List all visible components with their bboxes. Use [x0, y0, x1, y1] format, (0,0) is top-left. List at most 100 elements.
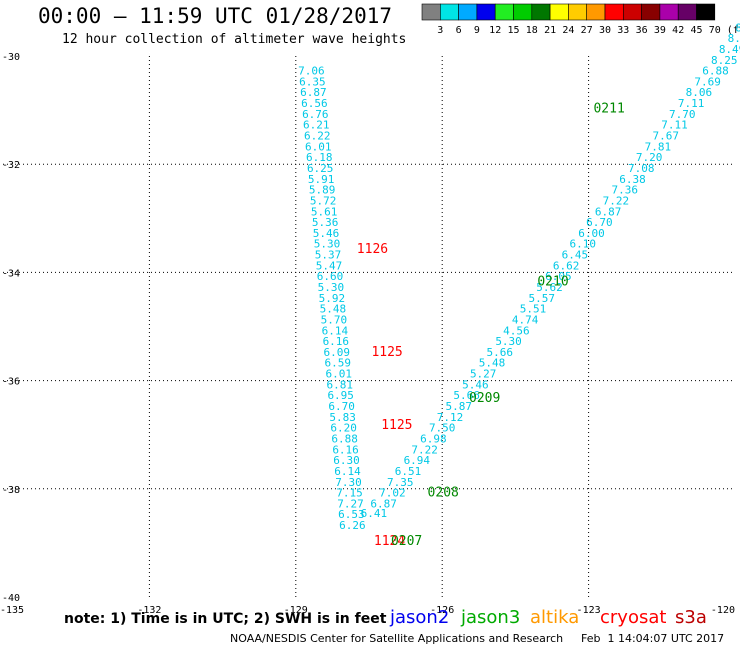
wave-height-label: 5.36	[312, 216, 339, 229]
y-tick-label: -32	[2, 160, 20, 171]
wave-height-label: 6.16	[323, 335, 350, 348]
wave-height-label: 6.35	[299, 75, 326, 88]
wave-height-label: 6.45	[562, 249, 589, 262]
wave-height-label: 7.81	[645, 140, 672, 153]
time-label: 0209	[469, 391, 500, 406]
legend-altika: altika	[530, 607, 580, 628]
y-tick-label: -38	[2, 485, 20, 496]
colorbar-tick-label: 27	[581, 25, 593, 36]
wave-height-label: 5.51	[520, 303, 547, 316]
colorbar-tick-label: 12	[489, 25, 501, 36]
wave-height-label: 6.95	[327, 389, 354, 402]
wave-height-label: 7.08	[628, 162, 655, 175]
legend-s3a: s3a	[675, 607, 707, 628]
wave-height-label: 5.48	[479, 357, 506, 370]
wave-height-label: 7.30	[335, 476, 362, 489]
wave-height-label: 7.36	[611, 184, 638, 197]
colorbar-tick-label: 6	[456, 25, 462, 36]
wave-height-label: 6.70	[328, 400, 355, 413]
wave-height-label: 8.06	[686, 86, 713, 99]
wave-height-label: 6.53	[338, 508, 365, 521]
wave-height-label: 5.62	[536, 281, 563, 294]
wave-height-label: 5.46	[313, 227, 340, 240]
wave-height-label: 6.88	[331, 432, 358, 445]
wave-height-label: 6.01	[325, 368, 352, 381]
colorbar-tick-label: 70	[709, 25, 721, 36]
wave-height-label: 6.05	[545, 270, 572, 283]
chart-subtitle: 12 hour collection of altimeter wave hei…	[62, 32, 407, 47]
wave-height-label: 6.16	[332, 443, 359, 456]
wave-height-label: 7.02	[379, 487, 406, 500]
wave-height-label: 6.56	[301, 97, 328, 110]
wave-height-label: 6.14	[322, 324, 349, 337]
time-label: 1126	[357, 242, 388, 257]
time-label: 0210	[537, 275, 568, 290]
wave-height-label: 7.67	[652, 130, 679, 143]
colorbar-unit-label: (ft)	[727, 25, 740, 36]
wave-height-label: 8.25	[711, 54, 738, 67]
colorbar-tick-label: 18	[526, 25, 538, 36]
chart-title: 00:00 – 11:59 UTC 01/28/2017	[38, 4, 393, 28]
wave-height-label: 5.70	[321, 313, 348, 326]
colorbar-tick-label: 9	[474, 25, 480, 36]
x-tick-label: -132	[137, 605, 161, 616]
wave-height-label: 5.37	[315, 249, 342, 262]
wave-height-label: 7.12	[437, 411, 464, 424]
wave-height-label: 7.22	[411, 443, 438, 456]
time-label: 1125	[371, 345, 402, 360]
y-tick-label: -40	[2, 593, 20, 604]
time-label: 0211	[593, 101, 624, 116]
time-label: 0208	[428, 486, 459, 501]
wave-height-label: 6.62	[553, 259, 580, 272]
colorbar-tick-label: 3	[437, 25, 443, 36]
colorbar-tick-label: 30	[599, 25, 611, 36]
wave-height-label: 6.51	[395, 465, 422, 478]
time-label: 1124	[374, 534, 405, 549]
wave-height-label: 5.66	[453, 389, 480, 402]
colorbar-tick-label: 42	[672, 25, 684, 36]
y-tick-label: -30	[2, 52, 20, 63]
wave-height-label: 6.59	[325, 357, 352, 370]
colorbar-tick-label: 45	[690, 25, 702, 36]
wave-height-label: 6.81	[326, 378, 353, 391]
wave-height-label: 5.46	[462, 378, 489, 391]
wave-height-label: 8.21	[728, 32, 740, 45]
wave-height-label: 5.30	[318, 281, 345, 294]
wave-height-label: 5.47	[316, 259, 343, 272]
time-label: 1125	[381, 418, 412, 433]
wave-height-label: 6.14	[334, 465, 361, 478]
wave-height-label: 8.49	[719, 43, 740, 56]
wave-height-label: 5.30	[314, 238, 341, 251]
wave-height-label: 6.98	[420, 432, 447, 445]
wave-height-label: 5.91	[308, 173, 335, 186]
colorbar-swatch	[696, 3, 716, 21]
wave-height-label: 4.74	[512, 313, 539, 326]
wave-height-label: 5.48	[320, 303, 347, 316]
wave-height-label: 5.27	[470, 368, 497, 381]
wave-height-label: 5.83	[329, 411, 356, 424]
wave-height-label: 7.70	[669, 108, 696, 121]
wave-height-label: 7.06	[298, 65, 325, 78]
footer-timestamp: Feb 1 14:04:07 UTC 2017	[581, 632, 725, 645]
wave-height-label: 7.22	[603, 194, 630, 207]
wave-height-label: 5.57	[529, 292, 556, 305]
wave-height-label: 6.00	[578, 227, 605, 240]
wave-height-label: 6.10	[569, 238, 596, 251]
wave-height-label: 7.11	[678, 97, 705, 110]
wave-height-label: 7.69	[694, 75, 721, 88]
colorbar-tick-label: 36	[636, 25, 648, 36]
wave-height-label: 5.66	[487, 346, 514, 359]
x-tick-label: -123	[577, 605, 601, 616]
colorbar-tick-label: 21	[544, 25, 556, 36]
wave-height-label: 7.50	[429, 422, 456, 435]
wave-height-label: 7.15	[336, 487, 363, 500]
wave-height-label: 6.25	[307, 162, 334, 175]
wave-height-label: 6.41	[361, 507, 388, 520]
footer-note: note: 1) Time is in UTC; 2) SWH is in fe…	[64, 611, 387, 627]
wave-height-label: 6.38	[619, 173, 646, 186]
wave-height-label: 6.26	[339, 519, 366, 532]
wave-height-label: 6.87	[595, 205, 622, 218]
wave-height-label: 6.30	[333, 454, 360, 467]
legend-cryosat: cryosat	[600, 607, 667, 628]
